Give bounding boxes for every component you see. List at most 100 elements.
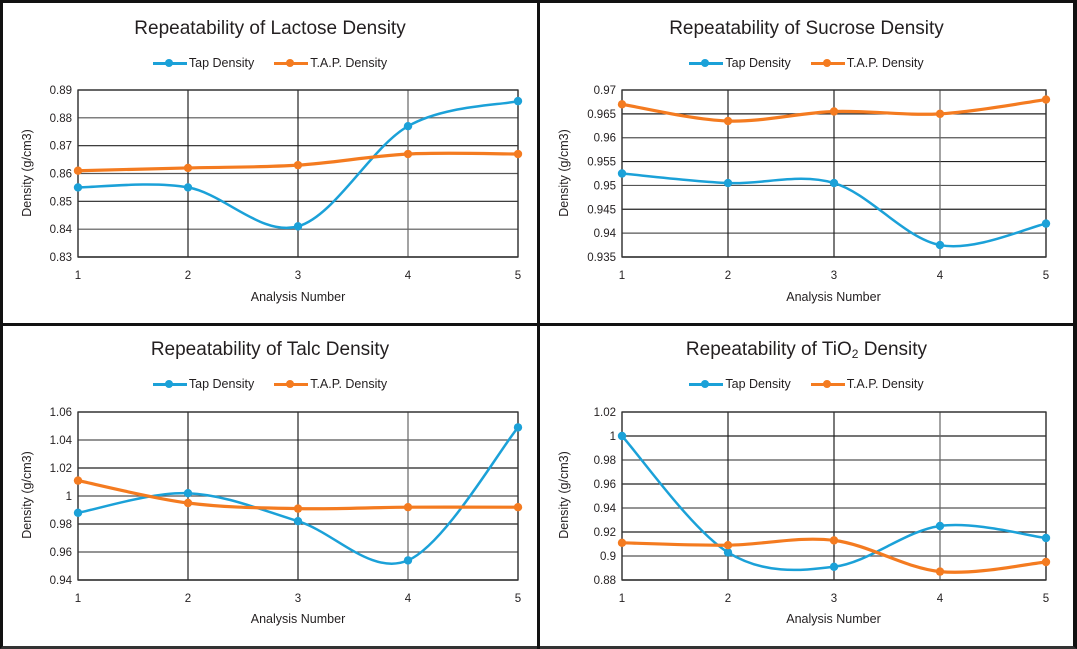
y-tick-label: 0.98 [594, 455, 616, 467]
x-axis-title: Analysis Number [786, 290, 881, 304]
legend-line-marker-icon [274, 379, 309, 389]
legend-item: T.A.P. Density [274, 377, 387, 391]
legend-item: T.A.P. Density [810, 377, 924, 391]
x-tick-label: 2 [725, 270, 731, 282]
data-point [403, 149, 413, 159]
legend-item: Tap Density [152, 377, 255, 391]
data-point [617, 431, 627, 441]
y-tick-label: 0.85 [50, 196, 72, 208]
horizontal-divider [0, 323, 1077, 326]
data-point [617, 169, 627, 178]
x-tick-label: 1 [75, 593, 81, 605]
data-point [293, 504, 303, 513]
data-point [829, 178, 839, 188]
chart-title-text: Repeatability of Sucrose Density [669, 18, 944, 39]
y-tick-label: 0.94 [594, 503, 617, 515]
y-tick-label: 0.96 [594, 133, 616, 145]
y-tick-label: 1 [66, 491, 72, 503]
x-axis-title: Analysis Number [250, 290, 346, 304]
legend-label: T.A.P. Density [310, 377, 388, 391]
data-point [183, 163, 193, 173]
data-point [723, 116, 733, 126]
legend-line-marker-icon [689, 58, 724, 68]
chart-panel-sucrose: Repeatability of Sucrose Density Tap Dens… [540, 3, 1073, 323]
data-point [1041, 95, 1051, 104]
y-tick-label: 0.96 [50, 547, 72, 559]
legend-line-marker-icon [152, 379, 187, 389]
y-tick-label: 0.97 [594, 85, 616, 97]
y-tick-label: 0.95 [594, 180, 616, 192]
x-tick-label: 2 [185, 593, 191, 605]
data-point [723, 541, 733, 550]
data-point [513, 149, 523, 159]
x-tick-label: 4 [937, 593, 944, 605]
legend-item: T.A.P. Density [274, 56, 387, 70]
x-tick-label: 1 [619, 593, 625, 605]
legend-label: T.A.P. Density [310, 56, 388, 70]
x-tick-label: 3 [295, 270, 301, 282]
x-tick-label: 3 [295, 593, 301, 605]
data-point [513, 96, 523, 106]
data-point [73, 166, 83, 175]
data-point [935, 521, 945, 531]
y-tick-label: 0.955 [587, 157, 616, 169]
data-point [1041, 219, 1051, 228]
chart-panel-talc: Repeatability of Talc Density Tap Density… [3, 326, 537, 646]
y-tick-label: 0.9 [600, 551, 616, 563]
plot-border [77, 411, 519, 581]
x-tick-label: 2 [725, 593, 731, 605]
data-point [183, 489, 193, 498]
chart-title-text: Repeatability of TiO [685, 339, 852, 360]
plot-area: 0.88 0.9 0.92 0.94 0.96 0.98 1 1.02 1 2 3 4 5 [594, 407, 1051, 605]
plot-area: 0.94 0.96 0.98 1 1.02 1.04 1.06 1 2 3 4 5 [50, 407, 523, 605]
y-tick-label: 0.945 [587, 204, 616, 216]
legend-line-marker-icon [689, 379, 724, 389]
y-tick-label: 0.92 [594, 527, 616, 539]
y-tick-label: 0.87 [50, 141, 72, 153]
chart-title: Repeatability of TiO2 Density [540, 339, 1073, 361]
legend-label: Tap Density [188, 377, 255, 391]
y-tick-label: 1.02 [594, 407, 616, 419]
data-point [723, 178, 733, 188]
x-tick-label: 3 [831, 270, 837, 282]
y-tick-label: 0.88 [50, 113, 72, 125]
legend-item: Tap Density [689, 56, 791, 70]
data-point [293, 517, 303, 526]
y-tick-label: 1.04 [50, 435, 73, 447]
chart-legend: Tap Density T.A.P. Density [3, 56, 537, 70]
data-point [1041, 533, 1051, 543]
data-point [513, 423, 523, 432]
data-point [617, 100, 627, 109]
chart-title: Repeatability of Talc Density [3, 339, 537, 361]
y-tick-label: 1 [610, 431, 616, 443]
x-tick-label: 5 [515, 593, 521, 605]
y-tick-label: 0.86 [50, 169, 72, 181]
x-tick-label: 2 [185, 270, 191, 282]
data-point [403, 503, 413, 512]
x-tick-label: 5 [515, 270, 521, 282]
data-point [403, 556, 413, 565]
y-tick-label: 0.98 [50, 519, 72, 531]
legend-label: T.A.P. Density [846, 56, 924, 70]
chart-legend: Tap Density T.A.P. Density [540, 56, 1073, 70]
y-tick-label: 0.96 [594, 479, 616, 491]
data-point [293, 160, 303, 170]
data-point [829, 107, 839, 116]
legend-item: Tap Density [689, 377, 791, 391]
legend-label: Tap Density [725, 377, 791, 391]
chart-panel-lactose: Repeatability of Lactose Density Tap Dens… [3, 3, 537, 323]
legend-line-marker-icon [152, 58, 187, 68]
plot-area: 0.83 0.84 0.85 0.86 0.87 0.88 0.89 1 2 3 4 5 [50, 85, 523, 282]
data-point [935, 240, 945, 250]
chart-title: Repeatability of Lactose Density [3, 18, 537, 40]
data-point [935, 109, 945, 119]
data-point [403, 121, 413, 131]
data-point [829, 562, 839, 571]
series-line-tap-density [76, 426, 520, 565]
x-axis-title: Analysis Number [250, 612, 346, 626]
x-tick-label: 1 [619, 270, 625, 282]
data-point [293, 222, 303, 231]
x-axis-title: Analysis Number [786, 612, 881, 626]
data-point [73, 508, 83, 517]
data-point [723, 548, 733, 557]
